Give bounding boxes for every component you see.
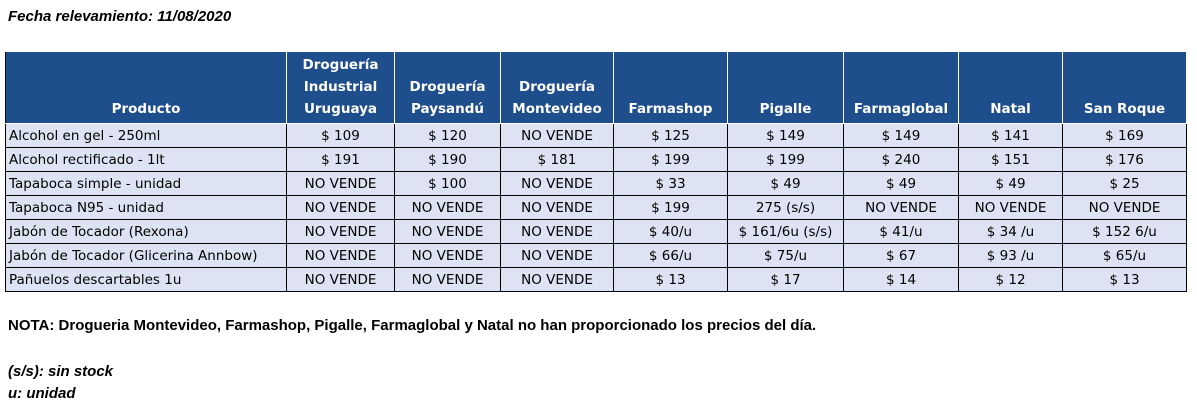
price-cell: NO VENDE [500, 123, 614, 148]
column-header: Droguería Paysandú [394, 51, 501, 124]
price-cell: $ 176 [1062, 147, 1187, 172]
price-cell: $ 199 [727, 147, 844, 172]
price-cell: $ 152 6/u [1062, 219, 1187, 244]
column-header: San Roque [1062, 51, 1187, 124]
product-name-cell: Alcohol rectificado - 1lt [5, 147, 287, 172]
table-row: Tapaboca simple - unidad NO VENDE $ 100 NO … [5, 171, 1187, 196]
column-header: Farmaglobal [843, 51, 959, 124]
price-cell: $ 34 /u [958, 219, 1063, 244]
price-cell: NO VENDE [500, 243, 614, 268]
price-cell: $ 17 [727, 267, 844, 292]
price-cell: NO VENDE [394, 267, 501, 292]
table-row: Pañuelos descartables 1u NO VENDE NO VENDE… [5, 267, 1187, 292]
table-body: Alcohol en gel - 250ml $ 109 $ 120 NO VENDE… [5, 123, 1187, 292]
price-table: Producto Droguería Industrial Uruguaya D… [5, 51, 1187, 292]
price-cell: $ 109 [286, 123, 395, 148]
price-cell: $ 75/u [727, 243, 844, 268]
price-cell: NO VENDE [1062, 195, 1187, 220]
price-cell: NO VENDE [500, 195, 614, 220]
table-row: Tapaboca N95 - unidad NO VENDE NO VENDE NO … [5, 195, 1187, 220]
column-header: Farmashop [613, 51, 728, 124]
price-cell: $ 25 [1062, 171, 1187, 196]
product-name-cell: Jabón de Tocador (Glicerina Annbow) [5, 243, 287, 268]
price-cell: NO VENDE [286, 195, 395, 220]
price-cell: $ 120 [394, 123, 501, 148]
survey-date: Fecha relevamiento: 11/08/2020 [8, 8, 232, 25]
price-cell: NO VENDE [286, 243, 395, 268]
price-cell: NO VENDE [286, 267, 395, 292]
price-cell: NO VENDE [500, 219, 614, 244]
column-header: Droguería Montevideo [500, 51, 614, 124]
column-header: Pigalle [727, 51, 844, 124]
price-cell: $ 13 [613, 267, 728, 292]
price-cell: $ 181 [500, 147, 614, 172]
product-name-cell: Alcohol en gel - 250ml [5, 123, 287, 148]
price-cell: NO VENDE [394, 243, 501, 268]
price-cell: $ 49 [843, 171, 959, 196]
table-row: Jabón de Tocador (Rexona) NO VENDE NO VEND… [5, 219, 1187, 244]
table-row: Alcohol rectificado - 1lt $ 191 $ 190 $ 181… [5, 147, 1187, 172]
price-cell: NO VENDE [286, 219, 395, 244]
product-name-cell: Pañuelos descartables 1u [5, 267, 287, 292]
price-cell: $ 240 [843, 147, 959, 172]
table-row: Jabón de Tocador (Glicerina Annbow) NO VE… [5, 243, 1187, 268]
column-header: Natal [958, 51, 1063, 124]
price-cell: $ 100 [394, 171, 501, 196]
table-header-row: Producto Droguería Industrial Uruguaya D… [5, 51, 1187, 124]
column-header: Producto [5, 51, 287, 124]
price-cell: $ 93 /u [958, 243, 1063, 268]
price-cell: $ 14 [843, 267, 959, 292]
legend-unidad: u: unidad [8, 385, 76, 402]
price-cell: NO VENDE [843, 195, 959, 220]
price-cell: $ 199 [613, 195, 728, 220]
price-cell: $ 67 [843, 243, 959, 268]
price-cell: $ 161/6u (s/s) [727, 219, 844, 244]
price-cell: $ 199 [613, 147, 728, 172]
price-cell: $ 13 [1062, 267, 1187, 292]
price-cell: $ 33 [613, 171, 728, 196]
price-cell: $ 191 [286, 147, 395, 172]
price-cell: $ 66/u [613, 243, 728, 268]
column-header: Droguería Industrial Uruguaya [286, 51, 395, 124]
price-cell: $ 12 [958, 267, 1063, 292]
price-cell: NO VENDE [286, 171, 395, 196]
price-cell: $ 141 [958, 123, 1063, 148]
price-cell: NO VENDE [500, 267, 614, 292]
price-cell: NO VENDE [394, 219, 501, 244]
price-cell: $ 125 [613, 123, 728, 148]
price-cell: $ 151 [958, 147, 1063, 172]
legend-sin-stock: (s/s): sin stock [8, 363, 114, 380]
product-name-cell: Jabón de Tocador (Rexona) [5, 219, 287, 244]
price-cell: $ 40/u [613, 219, 728, 244]
price-cell: NO VENDE [958, 195, 1063, 220]
price-cell: NO VENDE [394, 195, 501, 220]
price-cell: $ 41/u [843, 219, 959, 244]
price-cell: $ 65/u [1062, 243, 1187, 268]
price-cell: 275 (s/s) [727, 195, 844, 220]
price-cell: $ 49 [958, 171, 1063, 196]
product-name-cell: Tapaboca simple - unidad [5, 171, 287, 196]
note-text: NOTA: Drogueria Montevideo, Farmashop, P… [8, 317, 817, 334]
price-cell: $ 169 [1062, 123, 1187, 148]
price-cell: $ 190 [394, 147, 501, 172]
price-cell: $ 149 [843, 123, 959, 148]
table-row: Alcohol en gel - 250ml $ 109 $ 120 NO VENDE… [5, 123, 1187, 148]
product-name-cell: Tapaboca N95 - unidad [5, 195, 287, 220]
price-cell: $ 49 [727, 171, 844, 196]
price-cell: $ 149 [727, 123, 844, 148]
price-cell: NO VENDE [500, 171, 614, 196]
